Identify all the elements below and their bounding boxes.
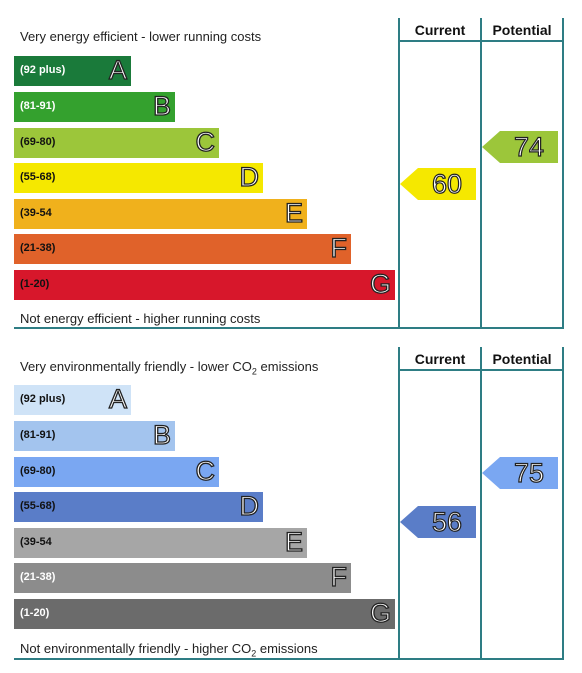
band-range: (81-91) — [20, 429, 56, 441]
band-range: (92 plus) — [20, 64, 66, 76]
band-c: (69-80) C — [14, 455, 219, 487]
top-label: Very environmentally friendly - lower CO… — [20, 359, 318, 377]
top-label: Very energy efficient - lower running co… — [20, 29, 262, 44]
header-rule — [400, 40, 564, 42]
current-value: 60 — [431, 168, 463, 199]
rating-box — [418, 168, 476, 200]
column-divider — [562, 347, 564, 659]
rating-arrow — [482, 131, 500, 163]
current-rating: 60 — [400, 168, 478, 200]
band-letter: F — [330, 232, 348, 263]
band-letter: D — [239, 161, 260, 192]
band-letter: G — [369, 597, 391, 628]
band-range: (39-54 — [20, 536, 52, 548]
band-b: (81-91) B — [14, 90, 175, 122]
band-letter: E — [284, 526, 303, 557]
band-letter: G — [369, 268, 391, 299]
band-range: (1-20) — [20, 278, 50, 290]
band-range: (39-54 — [20, 207, 52, 219]
rating-arrow — [482, 457, 500, 489]
current-rating: 56 — [400, 506, 478, 538]
band-letter: C — [195, 455, 216, 486]
footer-rule — [14, 327, 564, 329]
current-header: Current — [414, 22, 466, 38]
rating-box — [500, 131, 558, 163]
header-rule — [400, 369, 564, 371]
potential-rating: 74 — [482, 131, 560, 163]
band-letter: C — [195, 126, 216, 157]
band-range: (55-68) — [20, 171, 56, 183]
band-e: (39-54 E — [14, 197, 307, 229]
bottom-label-text: Not environmentally friendly - higher CO — [20, 641, 252, 656]
band-g: (1-20) G — [14, 597, 395, 629]
band-range: (1-20) — [20, 607, 50, 619]
band-d: (55-68) D — [14, 490, 263, 522]
band-a: (92 plus) A — [14, 54, 131, 86]
column-divider — [480, 18, 482, 328]
bottom-label: Not energy efficient - higher running co… — [20, 311, 261, 326]
band-f: (21-38) F — [14, 232, 351, 264]
environmental-impact-chart: Current Potential Very environmentally f… — [14, 343, 564, 661]
potential-value: 74 — [513, 131, 545, 162]
band-letter: B — [152, 419, 171, 450]
footer-rule — [14, 658, 564, 660]
column-divider — [398, 347, 400, 659]
band-letter: A — [108, 54, 127, 85]
rating-box — [500, 457, 558, 489]
band-letter: F — [330, 561, 348, 592]
band-letter: D — [239, 490, 260, 521]
energy-efficiency-chart: Current Potential Very energy efficient … — [14, 14, 564, 330]
potential-header: Potential — [492, 351, 552, 367]
potential-value: 75 — [513, 457, 545, 488]
rating-arrow — [400, 506, 418, 538]
band-letter: E — [284, 197, 303, 228]
band-range: (21-38) — [20, 242, 56, 254]
band-d: (55-68) D — [14, 161, 263, 193]
band-f: (21-38) F — [14, 561, 351, 593]
band-g: (1-20) G — [14, 268, 395, 300]
subscript: 2 — [251, 366, 257, 377]
bottom-label-suffix: emissions — [256, 641, 318, 656]
column-divider — [398, 18, 400, 328]
band-range: (21-38) — [20, 571, 56, 583]
bottom-label: Not environmentally friendly - higher CO… — [20, 641, 318, 659]
rating-box — [418, 506, 476, 538]
band-c: (69-80) C — [14, 126, 219, 158]
current-header: Current — [414, 351, 466, 367]
potential-rating: 75 — [482, 457, 560, 489]
band-range: (92 plus) — [20, 393, 66, 405]
column-divider — [480, 347, 482, 659]
top-label-suffix: emissions — [256, 359, 319, 374]
band-e: (39-54 E — [14, 526, 307, 558]
band-range: (69-80) — [20, 465, 56, 477]
current-value: 56 — [431, 506, 463, 537]
potential-header: Potential — [492, 22, 552, 38]
column-divider — [562, 18, 564, 328]
rating-arrow — [400, 168, 418, 200]
band-b: (81-91) B — [14, 419, 175, 451]
band-range: (81-91) — [20, 100, 56, 112]
band-range: (69-80) — [20, 136, 56, 148]
band-letter: A — [108, 383, 127, 414]
band-range: (55-68) — [20, 500, 56, 512]
subscript: 2 — [251, 648, 257, 659]
band-letter: B — [152, 90, 171, 121]
band-a: (92 plus) A — [14, 383, 131, 415]
top-label-text: Very environmentally friendly - lower CO — [20, 359, 252, 374]
